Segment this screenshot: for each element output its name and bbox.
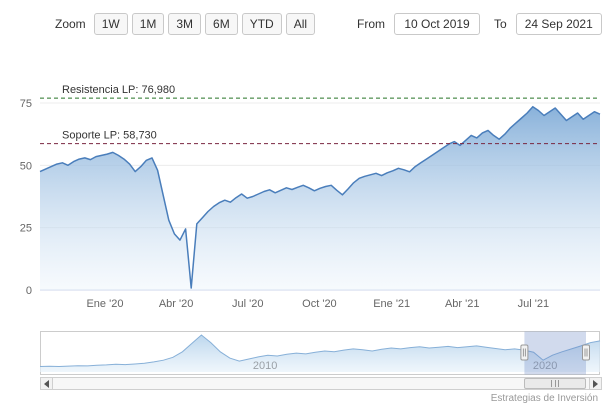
zoom-button-1m[interactable]: 1M bbox=[131, 13, 165, 35]
zoom-buttons-group: 1W 1M 3M 6M YTD All bbox=[93, 13, 319, 35]
plotline-label-resistance: Resistencia LP: 76,980 bbox=[62, 84, 175, 96]
from-label: From bbox=[357, 17, 386, 31]
zoom-button-6m[interactable]: 6M bbox=[205, 13, 238, 35]
x-axis-tick-label: Jul '21 bbox=[518, 298, 549, 310]
price-area-fill bbox=[40, 106, 600, 290]
navigator-area-fill bbox=[40, 335, 600, 372]
navigator-tick-label: 2010 bbox=[253, 360, 277, 372]
scrollbar-left-arrow-button[interactable] bbox=[40, 377, 53, 390]
price-line-series bbox=[39, 105, 601, 289]
scrollbar-thumb[interactable] bbox=[524, 378, 586, 389]
x-axis-tick-label: Abr '21 bbox=[445, 298, 480, 310]
y-axis-tick-label: 25 bbox=[20, 223, 32, 235]
plotline-label-support: Soporte LP: 58,730 bbox=[62, 130, 157, 142]
x-axis-tick-label: Abr '20 bbox=[159, 298, 194, 310]
zoom-button-ytd[interactable]: YTD bbox=[241, 13, 282, 35]
y-axis-tick-label: 0 bbox=[26, 285, 32, 297]
x-axis-tick-label: Ene '20 bbox=[86, 298, 123, 310]
x-axis-tick-label: Oct '20 bbox=[302, 298, 337, 310]
grip-icon bbox=[551, 380, 560, 387]
to-label: To bbox=[494, 17, 507, 31]
navigator-right-handle[interactable] bbox=[582, 344, 590, 361]
navigator-left-handle[interactable] bbox=[520, 344, 529, 361]
right-arrow-icon bbox=[593, 379, 598, 388]
zoom-button-1w[interactable]: 1W bbox=[93, 13, 128, 35]
navigator-tick-label: 2020 bbox=[533, 360, 557, 372]
x-axis-tick-label: Jul '20 bbox=[232, 298, 263, 310]
to-date-input[interactable] bbox=[515, 13, 602, 35]
scrollbar-track[interactable] bbox=[53, 377, 589, 390]
x-axis-tick-label: Ene '21 bbox=[373, 298, 410, 310]
zoom-button-all[interactable]: All bbox=[285, 13, 316, 35]
navigator-line-series bbox=[39, 334, 601, 368]
zoom-button-3m[interactable]: 3M bbox=[168, 13, 202, 35]
from-date-input[interactable] bbox=[394, 13, 481, 35]
y-axis-tick-label: 50 bbox=[20, 160, 32, 172]
scrollbar-right-arrow-button[interactable] bbox=[589, 377, 602, 390]
scrollbar[interactable] bbox=[40, 377, 602, 390]
zoom-label: Zoom bbox=[55, 17, 86, 31]
chart-credit-link[interactable]: Estrategias de Inversión bbox=[490, 393, 598, 404]
left-arrow-icon bbox=[44, 379, 49, 388]
main-chart[interactable]: 0 25 50 75 Ene '20 Abr '20 Jul '20 Oct '20 Ene '… bbox=[0, 58, 610, 312]
navigator[interactable]: 2010 2020 bbox=[0, 331, 610, 377]
navigator-selected-range[interactable] bbox=[524, 331, 586, 375]
y-axis-tick-label: 75 bbox=[20, 98, 32, 110]
